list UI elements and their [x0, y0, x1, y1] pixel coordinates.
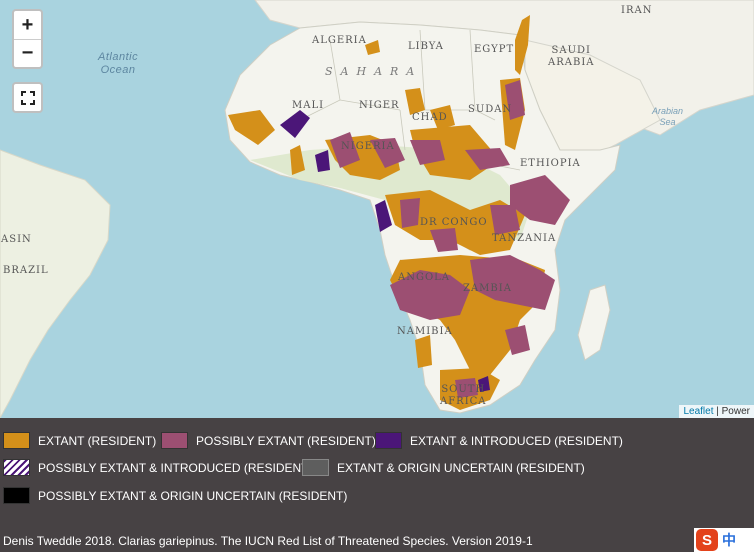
label-libya: LIBYA	[408, 41, 444, 52]
legend-swatch-extant-introduced	[375, 432, 402, 449]
sogou-ime-widget[interactable]: S 中	[694, 528, 754, 552]
ime-mode-indicator[interactable]: 中	[722, 533, 736, 549]
label-tanzania: TANZANIA	[492, 233, 557, 244]
legend-swatch-possibly-extant	[161, 432, 188, 449]
label-ethiopia: ETHIOPIA	[520, 158, 581, 169]
range-possibly-extant	[330, 80, 570, 398]
label-brazil-basin: ASIN	[1, 234, 32, 245]
legend-item-origin-uncertain: EXTANT & ORIGIN UNCERTAIN (RESIDENT)	[302, 459, 585, 476]
map-attribution: Leaflet | Power	[679, 405, 754, 418]
legend-swatch-possibly-extant-origin-uncertain	[3, 487, 30, 504]
label-namibia: NAMIBIA	[397, 326, 453, 337]
fullscreen-icon	[20, 90, 35, 105]
label-chad: CHAD	[412, 112, 448, 123]
fullscreen-button[interactable]	[12, 82, 43, 113]
label-sudan: SUDAN	[468, 104, 513, 115]
zoom-out-button[interactable]: −	[14, 39, 41, 67]
label-angola: ANGOLA	[398, 272, 451, 283]
legend-item-possibly-extant-origin-uncertain: POSSIBLY EXTANT & ORIGIN UNCERTAIN (RESI…	[3, 487, 347, 504]
label-nigeria: NIGERIA	[341, 141, 395, 152]
attribution-powered: Power	[721, 406, 750, 417]
label-egypt: EGYPT	[474, 44, 515, 55]
label-niger: NIGER	[359, 100, 400, 111]
sogou-logo-icon: S	[696, 529, 718, 551]
label-iran: IRAN	[621, 5, 653, 16]
legend-item-possibly-extant: POSSIBLY EXTANT (RESIDENT)	[161, 432, 376, 449]
label-sahara: SAHARA	[325, 65, 423, 78]
legend-swatch-extant	[3, 432, 30, 449]
label-dr-congo: DR CONGO	[420, 217, 488, 228]
map-legend: EXTANT (RESIDENT) POSSIBLY EXTANT (RESID…	[0, 418, 754, 552]
legend-swatch-origin-uncertain	[302, 459, 329, 476]
map-view[interactable]: Atlantic Ocean Arabian Sea IRAN ALGERIA LI…	[0, 0, 754, 418]
label-arabian-sea: Arabian Sea	[652, 106, 684, 127]
zoom-control: + −	[12, 9, 43, 69]
legend-item-extant-introduced: EXTANT & INTRODUCED (RESIDENT)	[375, 432, 623, 449]
label-south-africa: SOUTH AFRICA	[440, 384, 487, 407]
basemap	[0, 0, 754, 418]
label-atlantic-ocean: Atlantic Ocean	[98, 51, 139, 76]
legend-swatch-possibly-extant-introduced	[3, 459, 30, 476]
legend-item-possibly-extant-introduced: POSSIBLY EXTANT & INTRODUCED (RESIDENT)	[3, 459, 313, 476]
zoom-in-button[interactable]: +	[21, 13, 34, 36]
label-algeria: ALGERIA	[312, 35, 367, 46]
label-saudi-arabia: SAUDI ARABIA	[548, 45, 595, 68]
label-brazil: BRAZIL	[3, 265, 49, 276]
label-mali: MALI	[292, 100, 325, 111]
label-zambia: ZAMBIA	[463, 283, 512, 294]
leaflet-link[interactable]: Leaflet	[683, 406, 714, 417]
legend-item-extant: EXTANT (RESIDENT)	[3, 432, 156, 449]
citation-text: Denis Tweddle 2018. Clarias gariepinus. …	[3, 534, 533, 548]
range-introduced	[280, 110, 490, 392]
